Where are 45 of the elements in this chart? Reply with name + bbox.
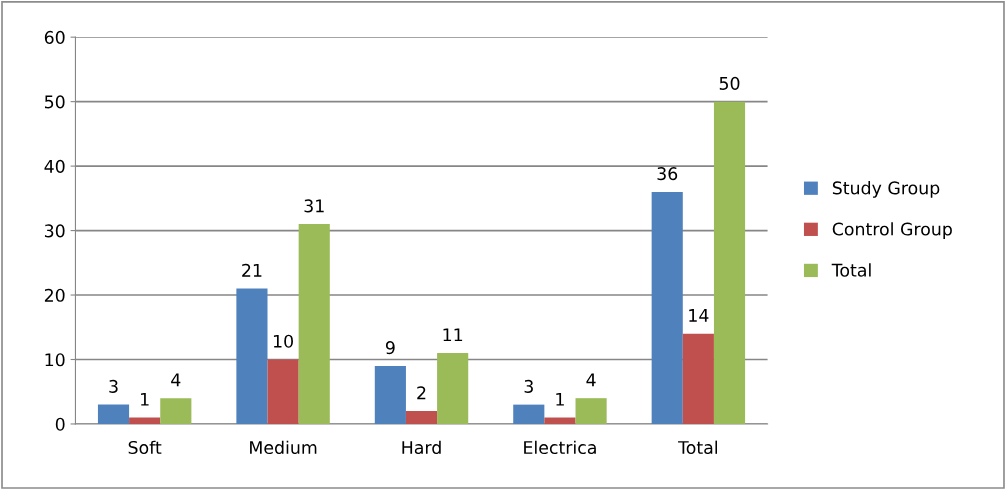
x-tick-label: Total: [678, 440, 718, 455]
bar: [236, 288, 268, 424]
bar: [575, 398, 607, 424]
x-tick-label: Electrica: [524, 440, 596, 455]
data-label: 3: [109, 379, 118, 393]
data-label: 1: [556, 392, 564, 406]
bar: [129, 417, 161, 424]
legend-label: Control Group: [832, 222, 952, 239]
bar: [544, 417, 576, 424]
data-label: 4: [586, 373, 596, 387]
legend-label: Study Group: [832, 181, 940, 198]
data-label: 10: [273, 334, 293, 348]
y-tick-label: 60: [44, 30, 65, 45]
data-label: 11: [443, 328, 463, 342]
legend-label: Total: [831, 263, 871, 277]
data-label: 36: [657, 167, 678, 181]
bar: [267, 359, 299, 424]
x-tick-label: Hard: [402, 440, 441, 455]
data-label: 9: [385, 341, 395, 355]
bar: [374, 365, 406, 424]
bar: [651, 191, 683, 424]
bar: [97, 404, 130, 424]
data-label: 21: [242, 263, 262, 277]
y-tick-label: 50: [44, 95, 65, 109]
data-label: 4: [171, 373, 181, 387]
x-tick-label: Medium: [250, 440, 317, 455]
bar: [437, 353, 469, 424]
bar: [513, 404, 545, 424]
data-label: 1: [141, 392, 149, 406]
bar: [713, 101, 746, 424]
y-tick-label: 30: [44, 224, 65, 238]
x-tick-label: Soft: [128, 440, 162, 455]
data-label: 3: [524, 379, 533, 393]
y-tick-label: 40: [44, 159, 65, 173]
bar: [405, 411, 438, 424]
data-label: 2: [417, 386, 426, 400]
y-tick-label: 10: [45, 353, 65, 367]
y-tick-label: 0: [55, 417, 65, 431]
data-label: 14: [689, 309, 709, 322]
bar: [682, 333, 714, 424]
bar: [160, 398, 192, 424]
data-label: 50: [719, 76, 740, 90]
data-label: 31: [304, 199, 324, 213]
y-tick-label: 20: [44, 288, 65, 302]
bar: [298, 224, 330, 424]
